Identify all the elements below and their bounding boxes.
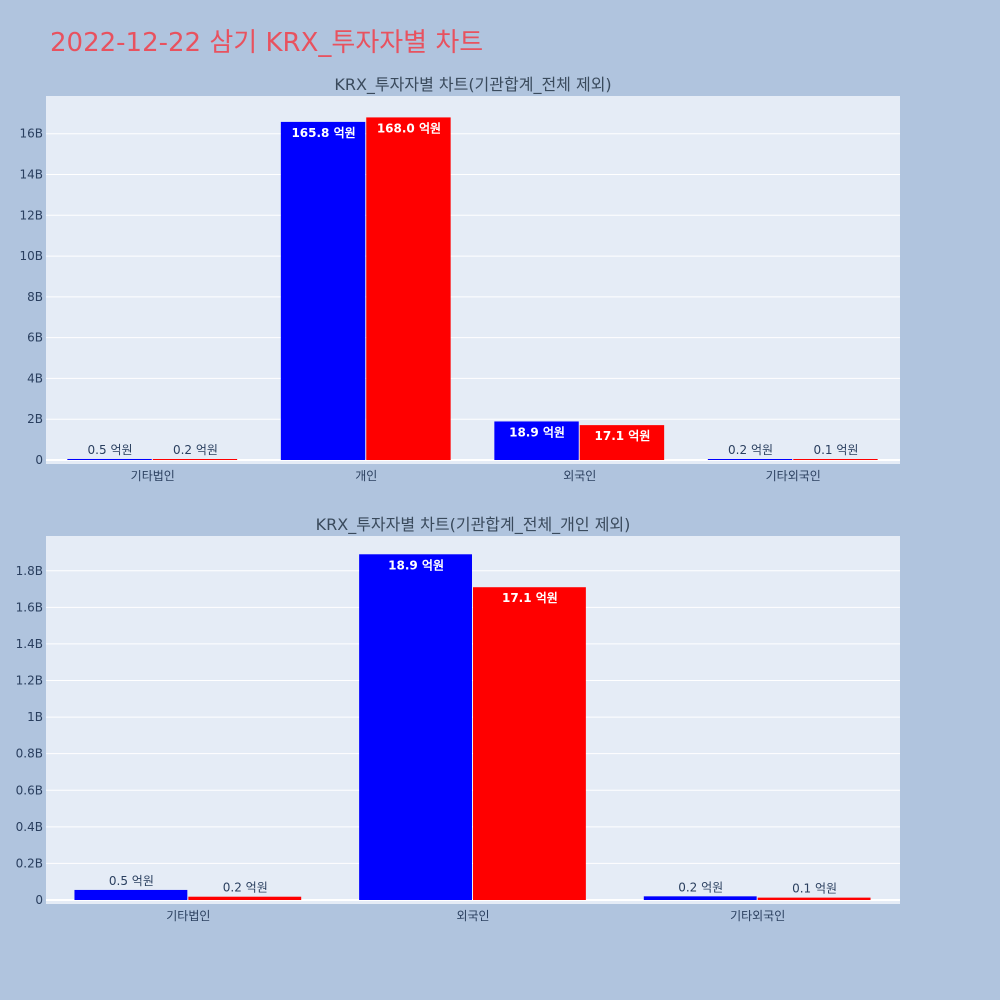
- bar: [494, 421, 579, 460]
- chart-title: KRX_투자자별 차트(기관합계_전체_개인 제외): [316, 515, 631, 535]
- bar-value-label: 0.1 억원: [792, 882, 837, 896]
- y-tick-label: 14B: [19, 168, 43, 182]
- bar-value-label: 165.8 억원: [291, 126, 355, 140]
- bar: [280, 121, 366, 460]
- y-tick-label: 8B: [27, 290, 43, 304]
- y-tick-label: 2B: [27, 412, 43, 426]
- bar: [152, 459, 238, 460]
- x-tick-label: 외국인: [456, 909, 489, 923]
- bar-value-label: 17.1 억원: [502, 591, 558, 605]
- chart-except-institutions-and-individuals: KRX_투자자별 차트(기관합계_전체_개인 제외) 0 0.2B 0.4B 0.6B 0…: [16, 515, 900, 923]
- y-tick-label: 10B: [19, 249, 43, 263]
- y-tick-label: 1.6B: [16, 600, 43, 614]
- bar: [793, 459, 878, 460]
- x-tick-label: 기타외국인: [766, 469, 821, 483]
- bar-value-label: 0.2 억원: [728, 443, 773, 457]
- y-tick-label: 6B: [27, 331, 43, 345]
- x-tick-label: 기타법인: [166, 909, 210, 923]
- chart-all-except-institutions: KRX_투자자별 차트(기관합계_전체 제외) 0 2B 4B 6B 8B 10B 12B 14…: [19, 75, 900, 483]
- bar-value-label: 0.5 억원: [88, 443, 133, 457]
- y-tick-label: 0.8B: [16, 747, 43, 761]
- y-tick-label: 1.8B: [16, 564, 43, 578]
- bar: [359, 554, 472, 900]
- bar-value-label: 17.1 억원: [595, 429, 651, 443]
- y-tick-label: 0: [35, 453, 43, 467]
- y-tick-label: 1.4B: [16, 637, 43, 651]
- x-tick-label: 기타외국인: [730, 909, 785, 923]
- bar: [188, 896, 302, 900]
- bar-value-label: 168.0 억원: [377, 121, 441, 135]
- x-tick-label: 기타법인: [131, 469, 175, 483]
- bar-value-label: 0.1 억원: [813, 443, 858, 457]
- bar: [579, 425, 665, 460]
- chart-title: KRX_투자자별 차트(기관합계_전체 제외): [334, 75, 611, 95]
- x-tick-label: 개인: [355, 469, 377, 483]
- y-tick-label: 12B: [19, 208, 43, 222]
- x-tick-label: 외국인: [563, 469, 596, 483]
- plot-area: [46, 96, 900, 464]
- y-tick-label: 1B: [27, 710, 43, 724]
- bar-value-label: 0.2 억원: [173, 443, 218, 457]
- bar-value-label: 18.9 억원: [388, 558, 444, 572]
- y-tick-label: 0.2B: [16, 856, 43, 870]
- bar: [74, 889, 188, 900]
- y-tick-label: 1.2B: [16, 674, 43, 688]
- y-tick-label: 0.6B: [16, 783, 43, 797]
- bar-value-label: 18.9 억원: [509, 425, 565, 439]
- bar: [67, 458, 152, 460]
- bar: [473, 587, 586, 900]
- y-tick-label: 16B: [19, 127, 43, 141]
- bar: [643, 896, 757, 900]
- bar-value-label: 0.2 억원: [223, 881, 268, 895]
- bar: [366, 117, 451, 460]
- bar-value-label: 0.5 억원: [109, 874, 154, 888]
- bar: [757, 897, 871, 900]
- bar-value-label: 0.2 억원: [678, 880, 723, 894]
- page-title: 2022-12-22 삼기 KRX_투자자별 차트: [50, 28, 484, 58]
- y-tick-label: 0.4B: [16, 820, 43, 834]
- y-tick-label: 4B: [27, 371, 43, 385]
- y-tick-label: 0: [35, 893, 43, 907]
- bar: [707, 459, 793, 460]
